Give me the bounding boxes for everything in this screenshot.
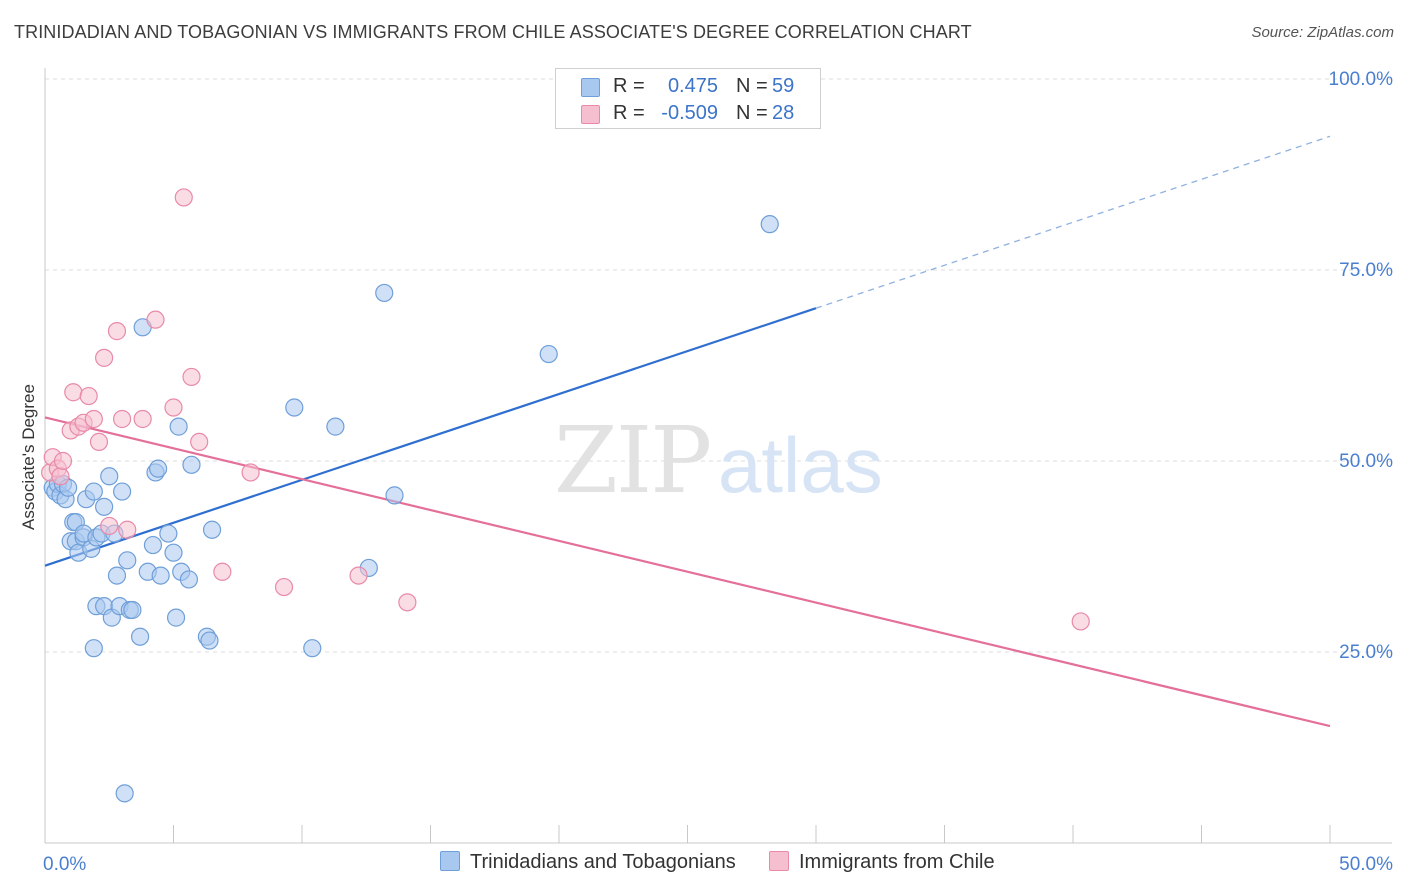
point-trinidadian [200, 631, 219, 650]
y-tick-label: 100.0% [1329, 69, 1394, 90]
y-tick-label: 25.0% [1339, 642, 1393, 663]
y-tick-label: 50.0% [1339, 451, 1393, 472]
source-label: Source: ZipAtlas.com [1251, 24, 1394, 41]
point-trinidadian [118, 551, 137, 570]
point-chile [190, 432, 209, 451]
bottom-legend-pink: Immigrants from Chile [769, 851, 995, 874]
point-trinidadian [375, 283, 394, 303]
x-tick-label: 0.0% [43, 854, 86, 875]
point-chile [53, 451, 73, 471]
point-chile [133, 409, 152, 429]
point-trinidadian [166, 608, 186, 627]
point-trinidadian [159, 524, 178, 543]
tick-labels: 25.0% 50.0% 75.0% 100.0% 0.0% 50.0% [43, 69, 1393, 875]
legend-swatch-blue [581, 78, 600, 97]
grid-lines [45, 78, 1392, 653]
point-trinidadian [182, 455, 201, 474]
bottom-legend-swatch-pink [769, 851, 789, 871]
data-points [41, 188, 1090, 803]
legend-r-label: R = [613, 102, 645, 124]
legend-n-label: N = [736, 75, 768, 97]
legend-r-value: -0.509 [661, 102, 718, 124]
y-axis-label: Associate's Degree [19, 384, 38, 530]
point-chile [95, 348, 114, 367]
point-trinidadian [151, 566, 170, 585]
point-chile [64, 383, 83, 402]
point-trinidadian [385, 486, 404, 505]
point-trinidadian [169, 417, 188, 436]
legend-n-value: 28 [772, 102, 795, 124]
point-trinidadian [143, 535, 163, 555]
point-trinidadian [303, 639, 322, 658]
point-trinidadian [100, 467, 119, 486]
trendline-pink [44, 416, 1331, 728]
stats-legend: R = 0.475 N = 59 R = -0.509 N = 28 [555, 68, 821, 129]
point-trinidadian [202, 520, 222, 539]
point-chile [118, 520, 137, 539]
point-trinidadian [84, 639, 103, 658]
point-chile [349, 566, 368, 585]
point-chile [174, 188, 193, 207]
point-chile [164, 398, 183, 417]
point-chile [89, 432, 109, 451]
watermark-atlas: atlas [718, 421, 883, 509]
point-trinidadian [84, 482, 103, 501]
x-tick-label: 50.0% [1339, 854, 1393, 875]
legend-r-value: 0.475 [667, 75, 718, 97]
point-trinidadian [164, 543, 183, 562]
point-chile [146, 310, 165, 329]
point-chile [107, 322, 127, 341]
point-chile [51, 467, 70, 486]
trendline-blue [44, 307, 817, 567]
point-trinidadian [107, 566, 127, 585]
trendlines [44, 135, 1331, 728]
legend-n-value: 59 [772, 75, 795, 97]
point-trinidadian [112, 482, 132, 501]
point-trinidadian [130, 627, 150, 646]
point-chile [84, 409, 103, 429]
legend-n-label: N = [736, 102, 768, 124]
point-chile [213, 562, 232, 581]
trendline-blue-extension [815, 135, 1331, 309]
point-chile [398, 593, 417, 612]
point-trinidadian [760, 215, 779, 234]
y-tick-label: 75.0% [1339, 260, 1393, 281]
point-trinidadian [326, 417, 345, 436]
chart-title: TRINIDADIAN AND TOBAGONIAN VS IMMIGRANTS… [14, 22, 972, 42]
point-chile [274, 577, 294, 597]
point-chile [100, 516, 119, 536]
point-trinidadian [285, 398, 304, 417]
point-trinidadian [95, 497, 114, 516]
bottom-legend-blue: Trinidadians and Tobagonians [440, 851, 736, 874]
bottom-legend-label-blue: Trinidadians and Tobagonians [470, 851, 736, 873]
watermark-zip: ZIP [554, 407, 710, 514]
point-trinidadian [115, 784, 134, 803]
bottom-legend-label-pink: Immigrants from Chile [799, 851, 995, 873]
bottom-legend-swatch-blue [440, 851, 460, 871]
legend-row-blue: R = 0.475 N = 59 [556, 72, 820, 100]
point-chile [1071, 612, 1090, 631]
point-chile [241, 463, 260, 482]
legend-row-pink: R = -0.509 N = 28 [556, 99, 820, 127]
legend-swatch-pink [581, 105, 600, 124]
watermark: ZIP atlas [554, 407, 883, 514]
point-chile [182, 367, 201, 387]
point-trinidadian [539, 344, 558, 364]
point-chile [112, 409, 132, 429]
legend-r-label: R = [613, 75, 645, 97]
point-chile [79, 386, 98, 406]
point-trinidadian [148, 459, 168, 478]
point-trinidadian [179, 570, 199, 589]
point-trinidadian [123, 600, 142, 620]
